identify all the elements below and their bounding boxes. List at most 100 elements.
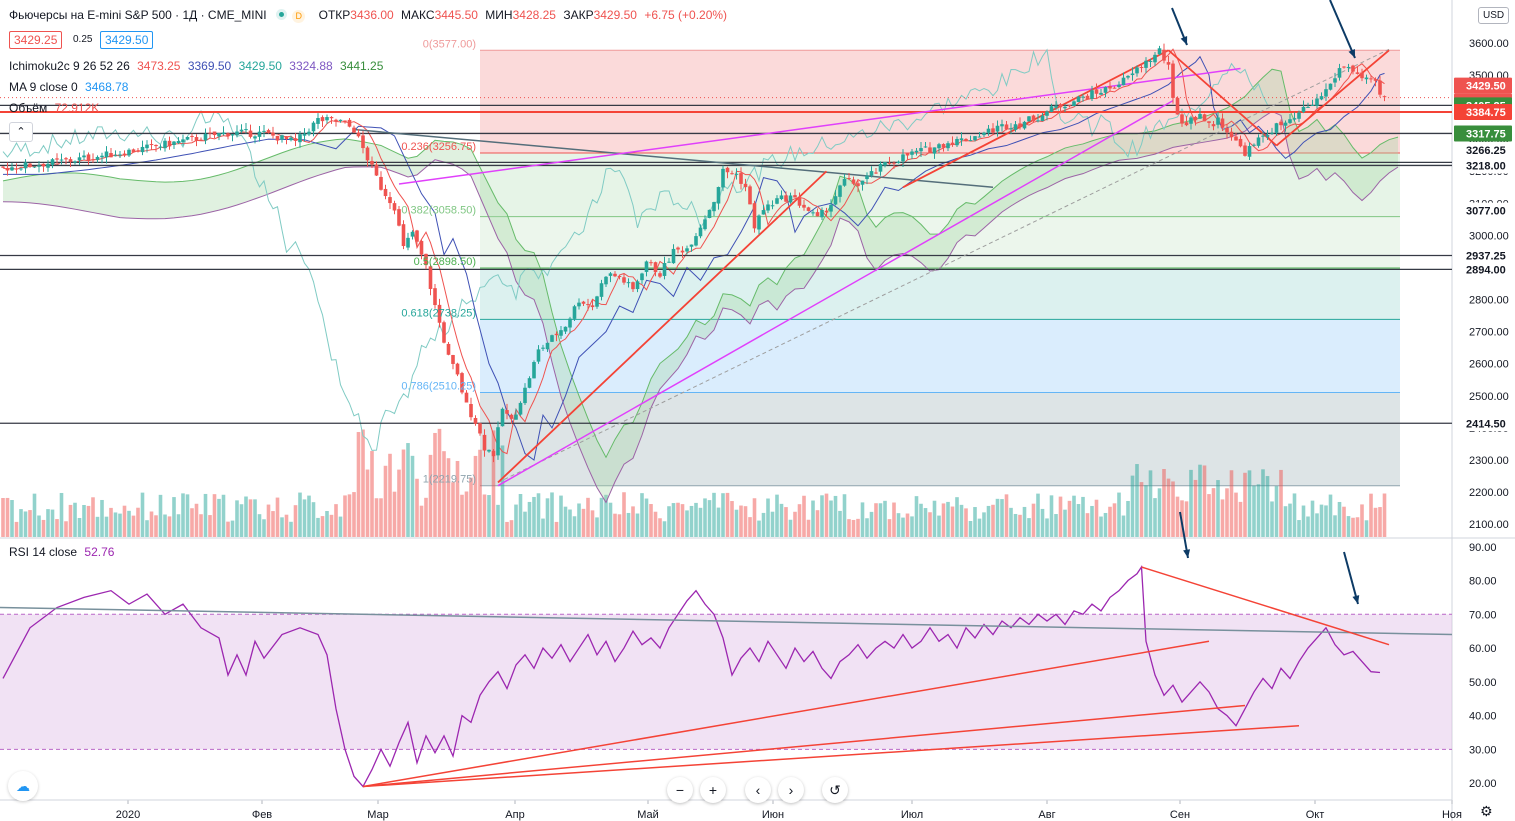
fib-labels: 0(3577.00) 0.236(3256.75) 0.382(3058.50) 0.… xyxy=(401,38,476,485)
ask-box[interactable]: 3429.50 xyxy=(100,31,154,49)
candle-body xyxy=(41,163,46,167)
price-tick: 3000.00 xyxy=(1469,230,1509,242)
volume-bar xyxy=(347,494,352,537)
rsi-legend[interactable]: RSI 14 close 52.76 xyxy=(9,545,114,559)
candle-body xyxy=(1337,68,1342,78)
candle-body xyxy=(365,147,370,161)
volume-bar xyxy=(577,503,581,537)
volume-bar xyxy=(797,504,802,537)
volume-bar xyxy=(100,499,104,537)
scroll-right-button[interactable]: › xyxy=(778,777,804,803)
candle-body xyxy=(1324,89,1328,97)
candle-body xyxy=(1342,66,1346,68)
volume-bar xyxy=(415,478,419,537)
volume-bar xyxy=(136,507,140,537)
candle-body xyxy=(1333,78,1337,83)
candle-body xyxy=(446,343,451,355)
volume-legend[interactable]: Объём 72.912K xyxy=(9,101,99,115)
volume-bar xyxy=(941,503,946,537)
volume-bar xyxy=(451,482,455,537)
bid-box[interactable]: 3429.25 xyxy=(9,31,63,49)
ma-value: 3468.78 xyxy=(85,80,129,94)
volume-bar xyxy=(149,511,154,537)
candle-body xyxy=(847,177,851,179)
candle-body xyxy=(131,149,136,153)
chikou-line xyxy=(2,48,1268,451)
candle-body xyxy=(1292,118,1297,120)
candle-body xyxy=(739,173,743,184)
candle-body xyxy=(37,165,41,167)
candle-body xyxy=(455,363,460,375)
volume-bar xyxy=(257,514,262,537)
close-label: ЗАКР xyxy=(563,8,594,22)
candle-body xyxy=(68,159,73,162)
volume-bar xyxy=(901,517,905,537)
time-tick: Июл xyxy=(901,809,923,821)
price-tag: 3077.00 xyxy=(1466,206,1506,218)
volume-bar xyxy=(41,519,46,537)
volume-bar xyxy=(1036,493,1040,537)
collapse-legend-button[interactable]: ⌃ xyxy=(9,122,33,142)
fib-label: 0.5(2898.50) xyxy=(414,256,476,268)
candle-body xyxy=(1166,62,1171,65)
volume-bar xyxy=(194,503,199,537)
volume-bar xyxy=(959,504,964,537)
candle-body xyxy=(262,130,266,132)
volume-bar xyxy=(32,493,37,537)
candle-body xyxy=(527,378,532,388)
symbol-title[interactable]: Фьючерсы на E-mini S&P 500 · 1Д · CME_MI… xyxy=(9,8,267,22)
chevron-up-icon: ⌃ xyxy=(16,126,26,138)
tradingview-logo-icon[interactable]: ☁ xyxy=(8,771,38,801)
trend-line xyxy=(353,128,994,189)
volume-bar xyxy=(1193,479,1198,537)
candle-body xyxy=(1121,77,1126,86)
ichimoku-legend[interactable]: Ichimoku2c 9 26 52 26 3473.25 3369.50 34… xyxy=(9,59,383,73)
candle-body xyxy=(865,175,869,180)
candle-body xyxy=(208,132,212,134)
d-badge[interactable]: D xyxy=(292,10,306,23)
candle-body xyxy=(266,130,271,133)
arrow-shaft xyxy=(1343,551,1359,605)
volume-bar xyxy=(757,520,761,537)
volume-bar xyxy=(590,510,595,537)
zoom-in-button[interactable]: + xyxy=(700,777,726,803)
scroll-left-button[interactable]: ‹ xyxy=(745,777,771,803)
candle-body xyxy=(401,224,406,247)
price-tag: 3266.25 xyxy=(1466,145,1506,157)
ichimoku-v2: 3369.50 xyxy=(187,59,232,73)
candle-body xyxy=(244,129,248,131)
volume-bar xyxy=(145,520,149,537)
volume-label: Объём xyxy=(9,101,48,115)
volume-bar xyxy=(649,504,653,537)
candle-body xyxy=(721,168,725,188)
candle-body xyxy=(1058,104,1063,108)
zoom-out-button[interactable]: − xyxy=(667,777,693,803)
volume-bar xyxy=(496,504,500,537)
candle-body xyxy=(1130,73,1135,76)
candle-body xyxy=(1085,95,1090,100)
price-axis[interactable]: 2100.002200.002300.002400.002500.002600.… xyxy=(1454,38,1512,531)
volume-bar xyxy=(482,494,487,537)
volume-bar xyxy=(896,513,901,537)
candle-body xyxy=(343,120,347,122)
volume-bar xyxy=(761,512,766,537)
candle-body xyxy=(1283,122,1288,126)
volume-bar xyxy=(1202,465,1207,537)
candle-body xyxy=(154,144,158,147)
candle-body xyxy=(995,125,1000,132)
volume-bar xyxy=(1301,505,1306,537)
candle-body xyxy=(694,236,698,246)
candle-body xyxy=(644,261,649,272)
reset-chart-button[interactable]: ↺ xyxy=(822,777,848,803)
ma-legend[interactable]: MA 9 close 0 3468.78 xyxy=(9,80,128,94)
time-axis[interactable]: 2020 Фев Мар Апр Май Июн Июл Авг Сен Окт Ноя xyxy=(0,799,1462,821)
price-tag: 2937.25 xyxy=(1466,251,1506,263)
settings-gear-icon[interactable]: ⚙ xyxy=(1480,803,1493,819)
candle-body xyxy=(581,301,586,304)
volume-bar xyxy=(860,502,865,537)
rsi-trend xyxy=(362,640,1210,788)
fib-zone xyxy=(480,267,1400,320)
volume-bar xyxy=(1261,469,1265,537)
currency-button[interactable]: USD xyxy=(1478,7,1510,24)
